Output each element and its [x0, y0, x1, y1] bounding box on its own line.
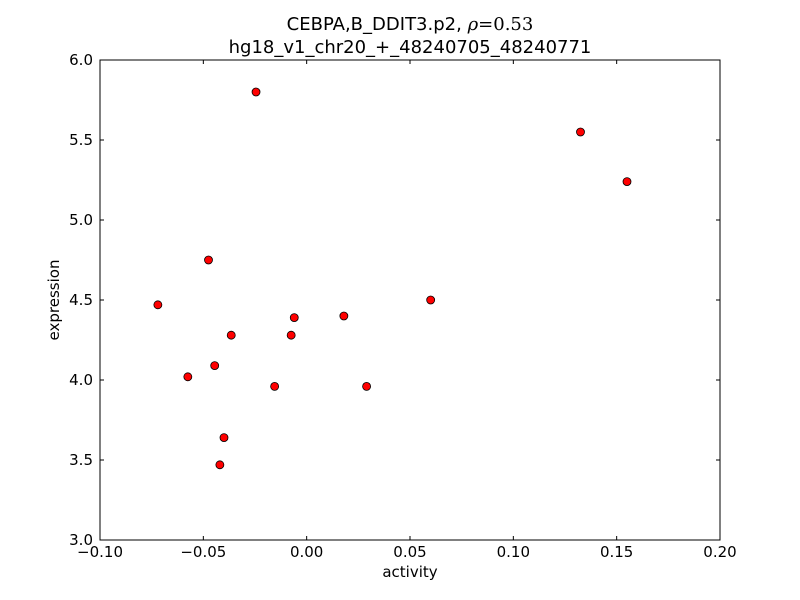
x-tick-label: 0.15 — [600, 543, 633, 561]
data-point — [210, 361, 220, 371]
y-tick-labels: 3.0 3.5 4.0 4.5 5.0 5.5 6.0 — [69, 51, 93, 549]
y-tick-label: 5.0 — [69, 211, 93, 229]
data-point — [622, 177, 632, 187]
y-tick-label: 4.0 — [69, 371, 93, 389]
x-tick-label: 0.20 — [703, 543, 736, 561]
data-point — [204, 255, 213, 265]
title-line-2: hg18_v1_chr20_+_48240705_48240771 — [229, 37, 592, 58]
x-tick-labels: −0.10 −0.05 0.00 0.05 0.10 0.15 0.20 — [77, 543, 737, 561]
data-point — [215, 460, 225, 470]
title-rho-symbol: ρ — [467, 14, 479, 35]
title-line-1: CEBPA,B_DDIT3.p2, ρ=0.53 — [287, 14, 534, 35]
y-tick-label: 3.0 — [69, 531, 93, 549]
title-rho-value: =0.53 — [478, 14, 533, 35]
x-tick-label: −0.05 — [180, 543, 226, 561]
axis-ticks — [99, 59, 721, 541]
y-tick-label: 3.5 — [69, 451, 93, 469]
y-tick-label: 4.5 — [69, 291, 93, 309]
x-tick-label: 0.05 — [393, 543, 426, 561]
y-tick-label: 5.5 — [69, 131, 93, 149]
data-point — [219, 433, 229, 443]
chart-title: CEBPA,B_DDIT3.p2, ρ=0.53 hg18_v1_chr20_+… — [229, 14, 592, 58]
plot-frame — [99, 59, 721, 541]
data-point — [226, 330, 236, 340]
data-point — [576, 127, 585, 137]
data-point — [270, 381, 280, 391]
x-tick-label: 0.00 — [290, 543, 323, 561]
data-point — [339, 311, 349, 321]
x-tick-label: 0.10 — [497, 543, 530, 561]
data-point — [426, 295, 436, 305]
y-axis-label: expression — [45, 260, 63, 341]
scatter-points — [153, 87, 632, 470]
data-point — [286, 330, 296, 340]
data-point — [153, 300, 163, 310]
data-point — [251, 87, 261, 97]
data-point — [289, 313, 299, 323]
title-prefix: CEBPA,B_DDIT3.p2, — [287, 14, 468, 35]
data-point — [362, 381, 372, 391]
data-point — [183, 372, 193, 382]
x-axis-label: activity — [382, 563, 437, 581]
x-tick-label: −0.10 — [77, 543, 123, 561]
y-tick-label: 6.0 — [69, 51, 93, 69]
